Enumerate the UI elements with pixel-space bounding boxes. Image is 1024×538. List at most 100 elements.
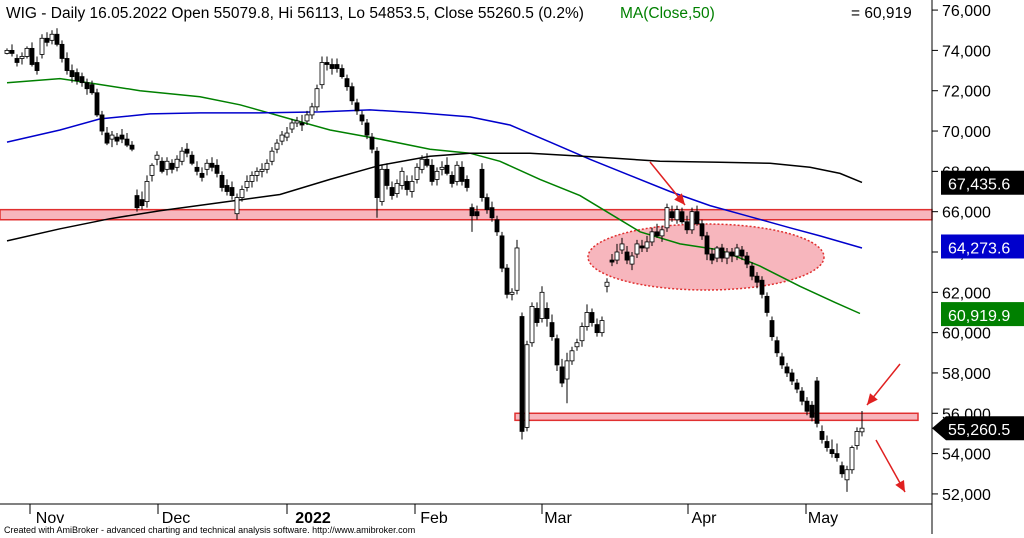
ma-label: MA(Close,50) [620,5,715,22]
candle-body [409,181,415,192]
candle-body [659,229,665,237]
arrow-head [674,193,685,205]
candle-body [389,187,395,196]
ma-line [6,152,863,242]
price-tag [941,234,1024,259]
candle-body [429,164,435,182]
candle-body [29,47,35,65]
candle-body [99,114,105,132]
y-tick-label: 66,000 [942,205,991,222]
candle-body [709,253,715,261]
candle-body [479,168,485,198]
candle-body [674,209,680,221]
candle-body [214,164,220,174]
candle-body [859,427,865,433]
candle-body [639,245,645,249]
candle-body [419,158,425,170]
candle-body [849,447,855,471]
candle-body [829,449,835,454]
candle-body [519,316,525,432]
candle-body [734,247,740,257]
candle-body [789,372,795,382]
candle-body [824,441,830,448]
candle-body [754,275,760,283]
y-tick-label: 58,000 [942,366,991,383]
candle-body [194,166,200,172]
candle-body [619,243,625,251]
y-tick-label: 60,000 [942,326,991,343]
annotation-arrows [649,161,906,493]
candle-body [544,308,550,319]
candle-body [644,241,650,249]
candle-body [134,195,140,209]
candle-body [654,231,660,237]
candle-body [454,164,460,182]
price-tags: 67,435.6 64,273.6 60,919.9 55,260.5 [932,170,1024,441]
price-tag [941,170,1024,195]
candle-body [164,160,170,170]
arrow-head [867,393,878,405]
candle-body [384,168,390,186]
candle-body [839,465,845,475]
candle-body [624,251,630,261]
candle-body [149,164,155,176]
candle-body [119,134,125,140]
candle-body [234,197,240,215]
candle-body [539,291,545,319]
candle-body [159,160,165,172]
candle-body [254,170,260,176]
candle-body [309,106,315,116]
candle-body [394,183,400,194]
candle-body [574,342,580,348]
candle-body [594,324,600,334]
candle-body [589,312,595,323]
candle-body [319,62,325,86]
y-tick-label: 72,000 [942,84,991,101]
candle-body [259,168,265,172]
candle-body [599,320,605,334]
candle-body [444,164,450,174]
arrow-head [895,479,905,492]
x-tick-label: May [808,510,838,527]
candle-body [614,251,620,261]
candle-body [94,92,100,116]
candle-body [24,47,30,57]
candle-body [209,162,215,168]
candle-body [354,102,360,112]
candle-body [529,306,535,344]
candle-body [819,431,825,440]
candle-body [349,86,355,102]
candle-body [794,382,800,390]
candle-body [404,181,410,190]
candle-body [784,366,790,374]
candle-body [439,166,445,170]
candle-body [59,43,65,59]
candle-body [104,132,110,144]
candle-body [714,247,720,259]
candle-body [629,255,635,265]
candle-body [339,68,345,78]
candle-body [414,166,420,180]
candle-body [434,170,440,180]
candle-body [604,281,610,287]
candle-body [294,120,300,124]
candle-body [799,390,805,402]
candle-body [229,187,235,196]
candle-body [84,82,90,90]
candle-body [174,158,180,168]
candle-body [569,350,575,362]
candle-body [634,243,640,255]
candle-body [284,132,290,138]
candle-body [694,211,700,225]
candle-body [464,179,470,188]
x-tick-label: Dec [162,510,190,527]
candle-body [489,207,495,219]
candle-body [669,211,675,219]
candle-body [269,150,275,162]
candle-body [199,172,205,178]
candle-body [274,142,280,150]
candle-body [559,366,565,384]
axes: 76,00074,00072,00070,00068,00066,00064,0… [0,0,991,534]
y-tick-label: 70,000 [942,124,991,141]
candle-body [689,211,695,231]
